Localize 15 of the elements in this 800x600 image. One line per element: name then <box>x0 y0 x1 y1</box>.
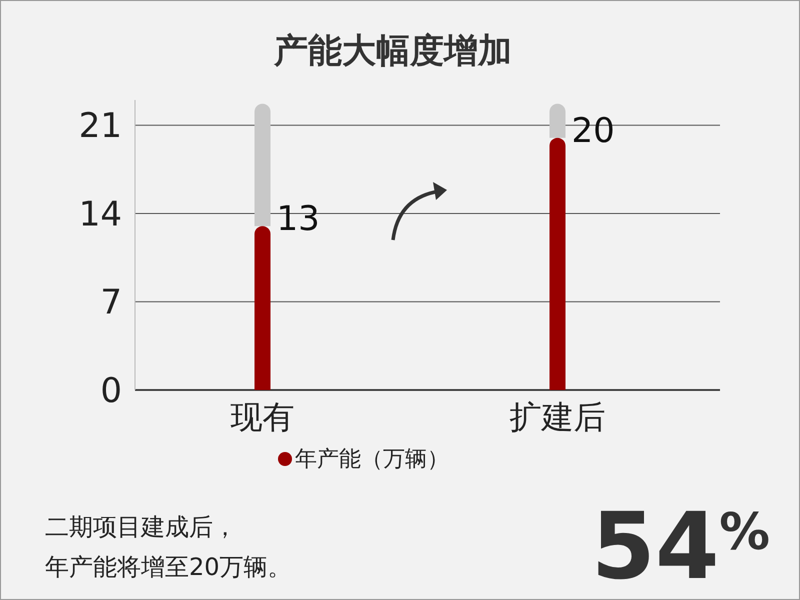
x-tick-label: 扩建后 <box>510 398 606 436</box>
y-tick-label: 7 <box>100 282 122 323</box>
y-tick-label: 21 <box>78 106 122 146</box>
text: 54$^{%}$ <box>591 493 770 600</box>
x-tick-label: 现有 <box>230 398 294 436</box>
bar <box>550 104 566 138</box>
bar <box>254 226 270 390</box>
y-tick-label: 0 <box>100 371 122 411</box>
bar <box>254 104 270 226</box>
text: 年产能将增至20万辆。 <box>45 553 292 581</box>
chart-title: 产能大幅度增加 <box>273 31 512 71</box>
legend-label: 年产能（万辆） <box>295 447 449 472</box>
bar <box>550 138 566 390</box>
text: 二期项目建成后， <box>45 513 237 541</box>
y-tick-label: 14 <box>78 194 122 234</box>
